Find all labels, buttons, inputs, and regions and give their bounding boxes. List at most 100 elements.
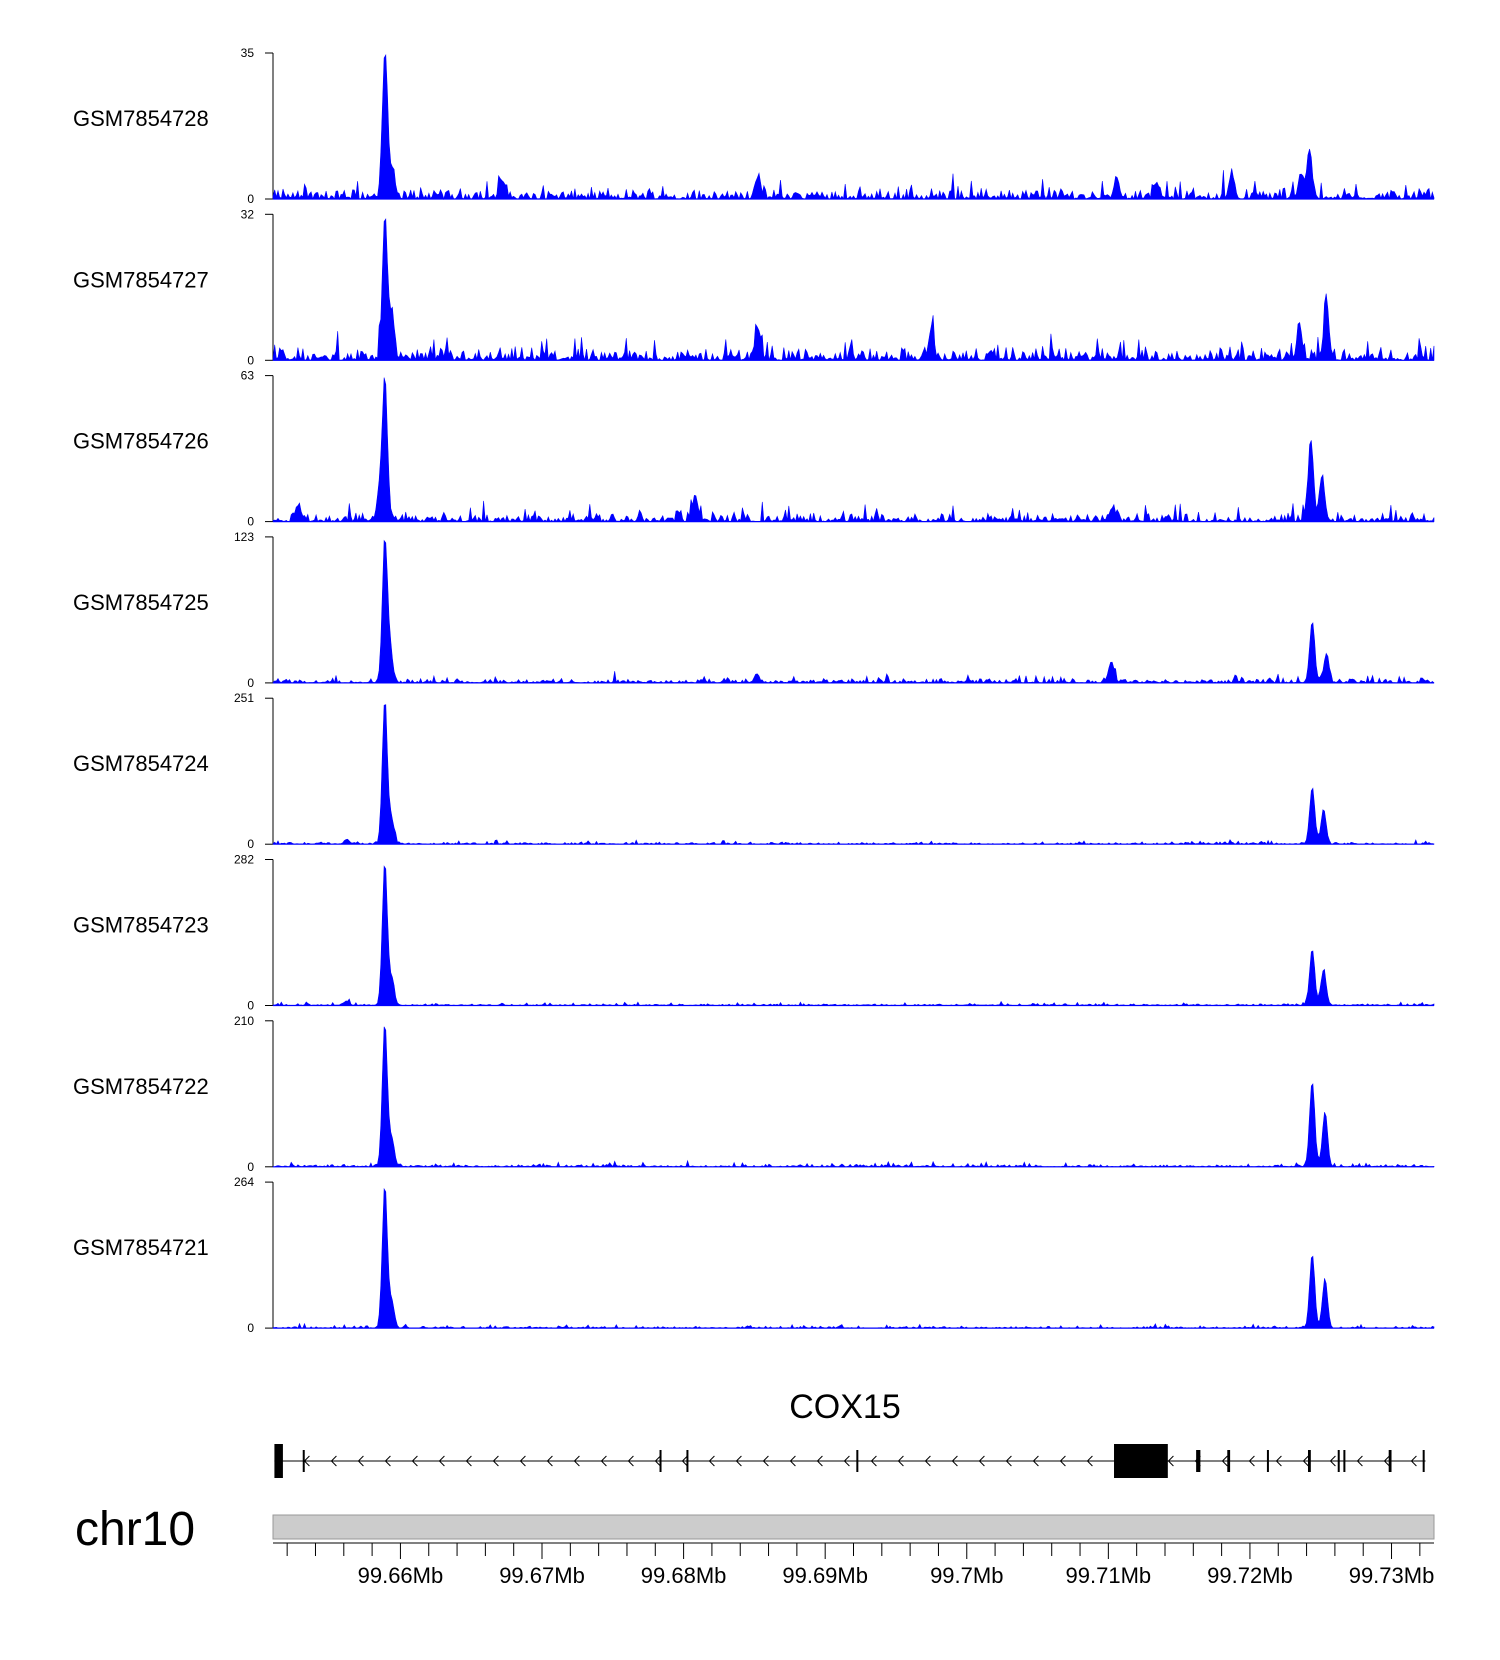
gene-model bbox=[274, 1444, 1426, 1478]
y-min-label: 0 bbox=[247, 353, 254, 367]
strand-arrow bbox=[384, 1455, 391, 1467]
y-min-label: 0 bbox=[247, 676, 254, 690]
y-max-label: 264 bbox=[234, 1175, 254, 1189]
strand-arrow bbox=[681, 1455, 688, 1467]
y-max-label: 63 bbox=[241, 369, 255, 383]
exon bbox=[1266, 1450, 1269, 1472]
strand-arrow bbox=[708, 1455, 715, 1467]
track-label: GSM7854728 bbox=[73, 106, 209, 131]
coverage-area bbox=[272, 865, 1435, 1006]
x-tick-label: 99.66Mb bbox=[358, 1563, 444, 1588]
exon bbox=[1307, 1450, 1311, 1472]
strand-arrow bbox=[1221, 1455, 1228, 1467]
strand-arrow bbox=[330, 1455, 337, 1467]
track-GSM7854722: GSM7854722 210 0 bbox=[73, 1014, 1435, 1174]
exon bbox=[274, 1444, 283, 1478]
strand-arrow bbox=[897, 1455, 904, 1467]
track-GSM7854725: GSM7854725 123 0 bbox=[73, 530, 1435, 690]
chromosome-bar bbox=[272, 1514, 1435, 1540]
coverage-area bbox=[272, 1187, 1435, 1329]
strand-arrow bbox=[978, 1455, 985, 1467]
y-min-label: 0 bbox=[247, 192, 254, 206]
y-max-label: 123 bbox=[234, 530, 254, 544]
strand-arrow bbox=[1410, 1455, 1417, 1467]
coverage-area bbox=[272, 1026, 1435, 1168]
strand-arrow bbox=[1167, 1455, 1174, 1467]
track-label: GSM7854724 bbox=[73, 751, 209, 776]
chromosome-ideogram: chr10 99.66Mb 99.67Mb 99.68Mb 99.69Mb 99.7Mb… bbox=[75, 1503, 1435, 1588]
strand-arrow bbox=[1329, 1455, 1336, 1467]
track-label: GSM7854721 bbox=[73, 1235, 209, 1260]
x-tick-label: 99.67Mb bbox=[499, 1563, 585, 1588]
strand-arrow bbox=[843, 1455, 850, 1467]
exon bbox=[1422, 1450, 1425, 1472]
strand-arrow bbox=[1248, 1455, 1255, 1467]
exon bbox=[302, 1450, 305, 1472]
strand-arrow bbox=[519, 1455, 526, 1467]
x-tick-label: 99.68Mb bbox=[641, 1563, 727, 1588]
y-max-label: 35 bbox=[241, 46, 255, 60]
exon bbox=[1114, 1444, 1168, 1478]
gene-track: COX15 bbox=[274, 1388, 1426, 1478]
y-min-label: 0 bbox=[247, 837, 254, 851]
exon bbox=[686, 1450, 689, 1472]
x-tick-label: 99.71Mb bbox=[1066, 1563, 1152, 1588]
strand-arrow bbox=[411, 1455, 418, 1467]
exon bbox=[1227, 1450, 1231, 1472]
coverage-area bbox=[272, 377, 1435, 523]
x-tick-label: 99.7Mb bbox=[930, 1563, 1003, 1588]
exon bbox=[1146, 1450, 1149, 1472]
track-label: GSM7854726 bbox=[73, 429, 209, 454]
gene-name-label: COX15 bbox=[789, 1388, 901, 1426]
strand-arrow bbox=[1032, 1455, 1039, 1467]
exon bbox=[856, 1450, 859, 1472]
strand-arrow bbox=[492, 1455, 499, 1467]
strand-arrow bbox=[951, 1455, 958, 1467]
y-max-label: 32 bbox=[241, 207, 255, 221]
y-min-label: 0 bbox=[247, 1160, 254, 1174]
coverage-area bbox=[272, 218, 1435, 362]
track-GSM7854721: GSM7854721 264 0 bbox=[73, 1175, 1435, 1335]
strand-arrow bbox=[1086, 1455, 1093, 1467]
strand-arrow bbox=[1059, 1455, 1066, 1467]
track-GSM7854727: GSM7854727 32 0 bbox=[73, 207, 1435, 367]
strand-arrow bbox=[924, 1455, 931, 1467]
y-min-label: 0 bbox=[247, 1321, 254, 1335]
strand-arrow bbox=[546, 1455, 553, 1467]
strand-arrow bbox=[816, 1455, 823, 1467]
strand-arrow bbox=[600, 1455, 607, 1467]
exon bbox=[659, 1450, 662, 1472]
y-min-label: 0 bbox=[247, 999, 254, 1013]
strand-arrow bbox=[438, 1455, 445, 1467]
strand-arrow bbox=[1356, 1455, 1363, 1467]
strand-arrow bbox=[465, 1455, 472, 1467]
x-tick-label: 99.69Mb bbox=[782, 1563, 868, 1588]
track-label: GSM7854727 bbox=[73, 267, 209, 292]
track-GSM7854724: GSM7854724 251 0 bbox=[73, 691, 1435, 851]
strand-arrow bbox=[627, 1455, 634, 1467]
strand-arrow bbox=[870, 1455, 877, 1467]
strand-arrow bbox=[357, 1455, 364, 1467]
x-axis: 99.66Mb 99.67Mb 99.68Mb 99.69Mb 99.7Mb 99.71M… bbox=[273, 1542, 1434, 1588]
y-max-label: 282 bbox=[234, 853, 254, 867]
x-tick-label: 99.72Mb bbox=[1207, 1563, 1293, 1588]
exon bbox=[1343, 1450, 1346, 1472]
y-max-label: 251 bbox=[234, 691, 254, 705]
chromosome-label: chr10 bbox=[75, 1503, 195, 1556]
strand-arrow bbox=[654, 1455, 661, 1467]
strand-arrow bbox=[762, 1455, 769, 1467]
exon bbox=[1388, 1450, 1392, 1472]
exon bbox=[1196, 1450, 1201, 1472]
y-max-label: 210 bbox=[234, 1014, 254, 1028]
coverage-area bbox=[272, 539, 1435, 684]
coverage-area bbox=[272, 53, 1435, 201]
strand-arrow bbox=[1383, 1455, 1390, 1467]
strand-arrow bbox=[1302, 1455, 1309, 1467]
track-GSM7854726: GSM7854726 63 0 bbox=[73, 369, 1435, 529]
coverage-area bbox=[272, 704, 1435, 845]
coverage-tracks: GSM7854728350GSM7854727320GSM7854726630G… bbox=[73, 46, 1435, 1335]
track-label: GSM7854723 bbox=[73, 913, 209, 938]
strand-arrow bbox=[789, 1455, 796, 1467]
strand-arrow bbox=[1005, 1455, 1012, 1467]
